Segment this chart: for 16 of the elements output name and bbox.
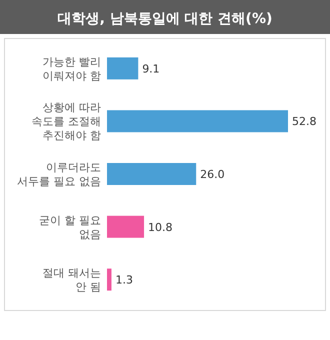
y-tick-label: 굳이 할 필요 없음 — [39, 214, 101, 241]
y-tick-label: 절대 돼서는 안 됨 — [42, 266, 101, 294]
bar — [107, 268, 112, 291]
y-tick-label: 이루더라도 서두를 필요 없음 — [17, 161, 101, 188]
bar — [107, 110, 288, 132]
bar — [107, 216, 144, 238]
y-tick-label: 상황에 따라 속도를 조절해 추진해야 함 — [32, 101, 101, 142]
chart-title: 대학생, 남북통일에 대한 견해(%) — [58, 11, 272, 27]
data-label: 9.1 — [142, 62, 160, 76]
data-label: 52.8 — [292, 115, 316, 128]
data-label: 26.0 — [200, 168, 225, 181]
data-label: 10.8 — [148, 220, 173, 234]
y-tick-label: 가능한 빨리 이뤄져야 함 — [42, 55, 101, 82]
bar — [107, 57, 138, 80]
data-label: 1.3 — [115, 274, 133, 287]
bar — [107, 163, 196, 185]
